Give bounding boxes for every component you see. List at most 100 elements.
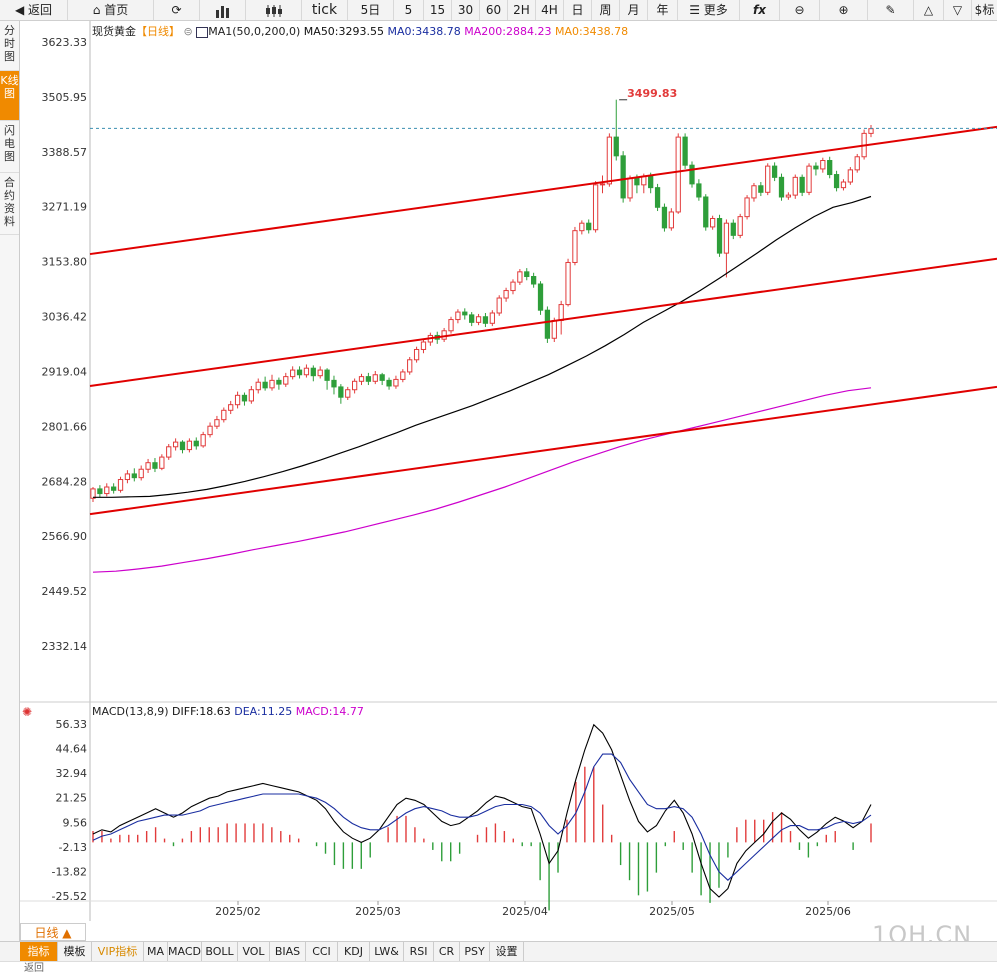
candle-body xyxy=(413,348,420,361)
candle-body xyxy=(696,183,702,198)
period-15min[interactable]: 15 xyxy=(424,0,452,20)
candlestick-button[interactable] xyxy=(246,0,302,20)
formula-button[interactable]: fx xyxy=(740,0,780,20)
indicator-tab[interactable]: CCI xyxy=(306,942,338,961)
candle-body xyxy=(613,136,619,157)
candle-body xyxy=(221,409,227,421)
back-button[interactable]: ◀ 返回 xyxy=(0,0,68,20)
candle-body xyxy=(166,446,172,458)
macd-y-tick-label: -25.52 xyxy=(52,890,87,903)
diff-value: DIFF:18.63 xyxy=(172,705,231,718)
period-tick[interactable]: tick xyxy=(302,0,348,20)
indicator-tab[interactable]: CR xyxy=(434,942,460,961)
period-selector[interactable]: 日线 ▲ xyxy=(20,923,86,941)
indicator-tab[interactable]: 模板 xyxy=(58,942,92,961)
chart-type-button[interactable] xyxy=(200,0,246,20)
macd-legend-values: MACD(13,8,9) DIFF:18.63 DEA:11.25 MACD:1… xyxy=(92,705,364,718)
more-button[interactable]: ☰ 更多 xyxy=(678,0,740,20)
zoom-out-button[interactable]: ⊖ xyxy=(780,0,820,20)
collapse-down-button[interactable]: ▽ xyxy=(944,0,972,20)
sidebar-item-timeshare[interactable]: 分时图 xyxy=(0,21,19,71)
indicator-tab[interactable]: PSY xyxy=(460,942,490,961)
collapse-up-button[interactable]: △ xyxy=(914,0,944,20)
period-5day[interactable]: 5日 xyxy=(348,0,394,20)
zoom-in-icon: ⊕ xyxy=(838,3,849,17)
y-tick-label: 3388.57 xyxy=(42,146,88,159)
instrument-name: 现货黄金 xyxy=(92,25,136,38)
candle-body xyxy=(462,311,468,316)
candle-body xyxy=(193,440,199,447)
settings-icon[interactable]: ⊜ xyxy=(183,25,193,38)
indicator-tab[interactable]: BOLL xyxy=(202,942,238,961)
period-30min[interactable]: 30 xyxy=(452,0,480,20)
y-tick-label: 2566.90 xyxy=(42,530,88,543)
trend-line xyxy=(89,125,997,256)
candle-body xyxy=(510,281,516,292)
candle-body xyxy=(634,177,640,186)
period-5min[interactable]: 5 xyxy=(394,0,424,20)
draw-button[interactable]: ✎ xyxy=(868,0,914,20)
candle-body xyxy=(145,462,151,470)
period-year[interactable]: 年 xyxy=(648,0,678,20)
candle-body xyxy=(111,486,117,491)
candle-body xyxy=(200,434,206,447)
zoom-in-button[interactable]: ⊕ xyxy=(820,0,868,20)
indicator-tab[interactable]: RSI xyxy=(404,942,434,961)
candle-body xyxy=(159,456,165,469)
period-4h[interactable]: 4H xyxy=(536,0,564,20)
chart-area[interactable]: 3623.33 3505.95 3388.57 3271.19 3153.80 3036.… xyxy=(20,21,997,926)
candle-body xyxy=(441,330,447,340)
candlestick-icon xyxy=(265,4,282,17)
candle-body xyxy=(496,297,502,314)
refresh-button[interactable]: ⟳ xyxy=(154,0,200,20)
candle-body xyxy=(138,468,144,479)
indicator-tab[interactable]: MA xyxy=(144,942,168,961)
indicator-tab[interactable]: LW& xyxy=(370,942,404,961)
indicator-tab[interactable]: 指标 xyxy=(20,942,58,961)
kline-macd-chart[interactable]: 3623.33 3505.95 3388.57 3271.19 3153.80 3036.… xyxy=(20,21,997,923)
x-tick-label: 2025/03 xyxy=(355,905,401,918)
candle-body xyxy=(372,374,378,382)
y-tick-label: 2919.04 xyxy=(42,365,88,378)
x-tick-label: 2025/04 xyxy=(502,905,548,918)
period-2h[interactable]: 2H xyxy=(508,0,536,20)
candle-body xyxy=(868,128,874,134)
indicator-tab[interactable]: KDJ xyxy=(338,942,370,961)
ma50-value: MA50:3293.55 xyxy=(303,25,385,38)
period-60min[interactable]: 60 xyxy=(480,0,508,20)
sidebar-item-kline[interactable]: K线图 xyxy=(0,71,19,121)
high-annotation: 3499.83 xyxy=(627,87,677,100)
candle-body xyxy=(303,367,310,376)
candle-body xyxy=(400,371,406,380)
candle-body xyxy=(90,488,96,499)
macd-legend: ✺ xyxy=(22,705,32,719)
indicator-tab[interactable]: BIAS xyxy=(270,942,306,961)
indicator-tab[interactable]: VOL xyxy=(238,942,270,961)
candle-body xyxy=(710,218,716,228)
macd-name: MACD(13,8,9) xyxy=(92,705,169,718)
home-button[interactable]: ⌂ 首页 xyxy=(68,0,154,20)
period-month[interactable]: 月 xyxy=(620,0,648,20)
candle-body xyxy=(648,175,654,189)
candle-body xyxy=(104,486,110,495)
period-week[interactable]: 周 xyxy=(592,0,620,20)
macd-y-tick-label: -2.13 xyxy=(59,841,87,854)
quote-button[interactable]: $标 xyxy=(974,3,995,17)
indicator-tab[interactable]: 设置 xyxy=(490,942,524,961)
sidebar-item-contract[interactable]: 合约资料 xyxy=(0,173,19,235)
candle-body xyxy=(351,380,358,391)
candle-body xyxy=(255,381,261,391)
candle-body xyxy=(117,479,124,491)
indicator-tab[interactable]: MACD xyxy=(168,942,202,961)
candle-body xyxy=(716,218,723,254)
macd-diff-line xyxy=(92,723,872,898)
period-day[interactable]: 日 xyxy=(564,0,592,20)
indicator-tab[interactable]: VIP指标 xyxy=(92,942,144,961)
macd-y-tick-label: 9.56 xyxy=(63,816,88,829)
candle-body xyxy=(723,222,730,254)
sidebar-item-lightning[interactable]: 闪电图 xyxy=(0,121,19,173)
candle-body xyxy=(599,183,606,186)
macd-settings-icon[interactable]: ✺ xyxy=(22,705,33,719)
back-arrow-icon: ◀ xyxy=(14,3,25,17)
function-icon: fx xyxy=(753,3,766,17)
